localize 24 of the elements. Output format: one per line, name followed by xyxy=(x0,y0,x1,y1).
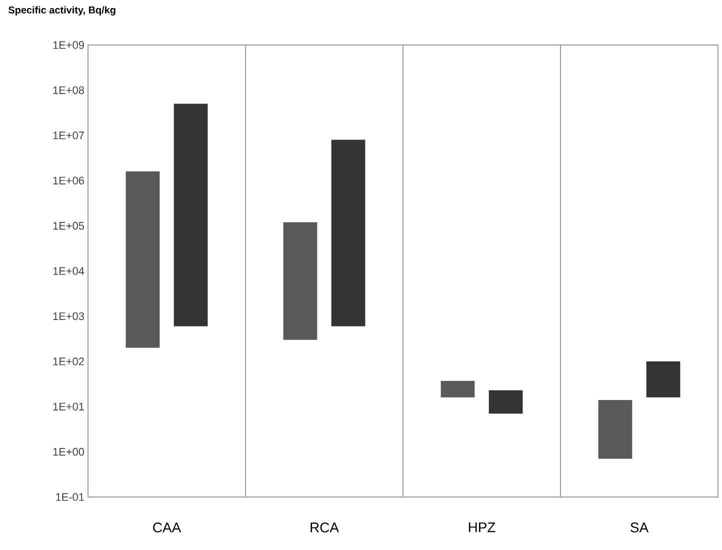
y-tick-label: 1E-01 xyxy=(56,493,84,501)
bar xyxy=(126,171,160,348)
bar xyxy=(488,390,523,414)
y-tick-label: 1E+00 xyxy=(53,448,84,456)
x-tick-label: HPZ xyxy=(468,522,496,532)
x-tick-label: RCA xyxy=(310,522,339,532)
bar xyxy=(331,140,366,326)
y-tick-label: 1E+05 xyxy=(53,222,84,230)
bar xyxy=(174,104,208,326)
y-tick-label: 1E+01 xyxy=(53,402,84,410)
x-tick-label: SA xyxy=(630,522,649,532)
bar xyxy=(646,361,680,398)
bar xyxy=(440,380,475,398)
y-tick-label: 1E+04 xyxy=(53,267,84,275)
bar xyxy=(283,222,318,340)
y-tick-label: 1E+07 xyxy=(53,132,84,140)
y-tick-label: 1E+03 xyxy=(53,312,84,320)
bar xyxy=(598,400,632,459)
x-tick-label: CAA xyxy=(153,522,182,532)
y-tick-label: 1E+09 xyxy=(53,41,84,49)
y-axis-title: Specific activity, Bq/kg xyxy=(8,6,116,16)
y-tick-label: 1E+02 xyxy=(53,358,84,366)
y-tick-label: 1E+06 xyxy=(53,176,84,184)
y-tick-label: 1E+08 xyxy=(53,86,84,94)
